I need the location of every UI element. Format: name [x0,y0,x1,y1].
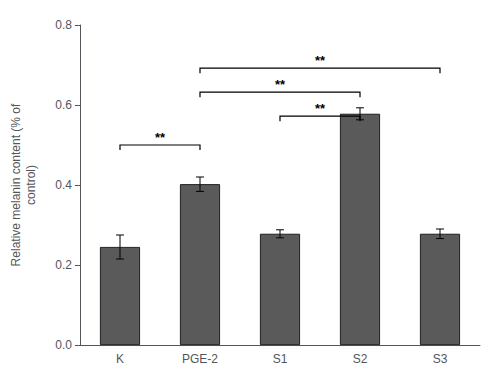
svg-text:0.6: 0.6 [55,98,72,112]
svg-text:control): control) [24,165,38,205]
svg-text:**: ** [315,101,326,116]
svg-text:S3: S3 [433,352,448,366]
svg-text:**: ** [275,77,286,92]
svg-text:0.4: 0.4 [55,178,72,192]
svg-text:0.0: 0.0 [55,338,72,352]
svg-text:PGE-2: PGE-2 [182,352,218,366]
svg-text:**: ** [155,130,166,145]
svg-text:S1: S1 [273,352,288,366]
svg-text:**: ** [315,53,326,68]
svg-text:Relative melanin content (% of: Relative melanin content (% of [9,103,23,266]
svg-text:S2: S2 [353,352,368,366]
svg-text:0.8: 0.8 [55,18,72,32]
svg-text:K: K [116,352,124,366]
svg-text:0.2: 0.2 [55,258,72,272]
